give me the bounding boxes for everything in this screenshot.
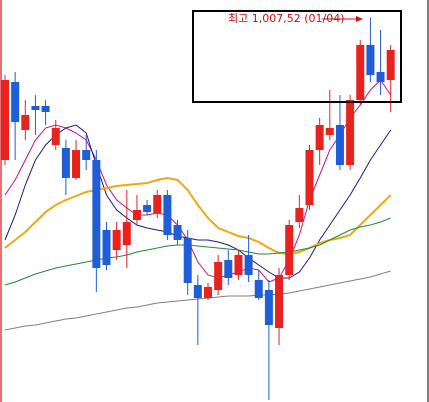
- annotation: 최고 1,007,52 (01/04): [228, 12, 345, 25]
- candle-body: [366, 45, 375, 75]
- candle-body: [325, 128, 334, 135]
- candle-body: [143, 205, 152, 212]
- candle-body: [193, 285, 202, 298]
- moving-average: [4, 124, 392, 279]
- candle-body: [102, 230, 111, 265]
- candle-body: [376, 72, 385, 82]
- candle-body: [173, 225, 182, 240]
- candle-body: [214, 262, 223, 290]
- candle-body: [31, 106, 40, 110]
- highlight-box: [192, 10, 402, 103]
- candle-body: [204, 287, 212, 298]
- candle-body: [335, 125, 344, 165]
- candle-body: [386, 50, 395, 80]
- candle-body: [41, 106, 50, 112]
- candle-body: [224, 260, 233, 278]
- moving-average: [4, 176, 392, 256]
- candle-body: [1, 80, 9, 160]
- candle-body: [82, 150, 91, 160]
- candle-body: [295, 208, 304, 222]
- candle-body: [163, 195, 172, 235]
- candle-body: [275, 275, 284, 328]
- candle-body: [21, 115, 30, 130]
- moving-average: [4, 79, 392, 283]
- candle-body: [72, 150, 81, 178]
- candle-body: [183, 238, 192, 283]
- candle-body: [234, 255, 243, 275]
- arrow-head: [356, 16, 363, 22]
- candle-body: [346, 100, 355, 165]
- candle-body: [254, 280, 263, 298]
- candle-body: [51, 128, 60, 145]
- plot: [1, 17, 395, 400]
- moving-average: [4, 217, 391, 286]
- candle-body: [244, 255, 253, 275]
- candle-body: [11, 82, 20, 122]
- candle-body: [315, 125, 324, 150]
- candle-body: [264, 290, 273, 325]
- candle-body: [92, 160, 101, 268]
- candle-body: [61, 148, 70, 178]
- candle-body: [112, 230, 121, 250]
- candle-body: [132, 210, 141, 220]
- candle-body: [356, 45, 365, 100]
- candle-body: [122, 222, 131, 245]
- candle-body: [305, 150, 314, 205]
- candle-body: [285, 225, 294, 275]
- candle-body: [153, 195, 162, 213]
